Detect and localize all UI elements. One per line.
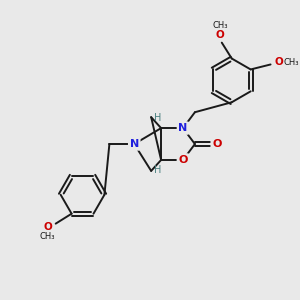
Text: O: O (212, 139, 221, 149)
Text: O: O (178, 155, 188, 165)
Text: O: O (215, 30, 224, 40)
Text: N: N (130, 139, 139, 149)
Text: O: O (44, 222, 52, 232)
Text: CH₃: CH₃ (212, 21, 227, 30)
Text: N: N (178, 123, 188, 133)
Text: CH₃: CH₃ (284, 58, 299, 67)
Text: H: H (154, 165, 162, 175)
Text: CH₃: CH₃ (40, 232, 56, 241)
Text: O: O (274, 58, 283, 68)
Text: H: H (154, 113, 162, 123)
